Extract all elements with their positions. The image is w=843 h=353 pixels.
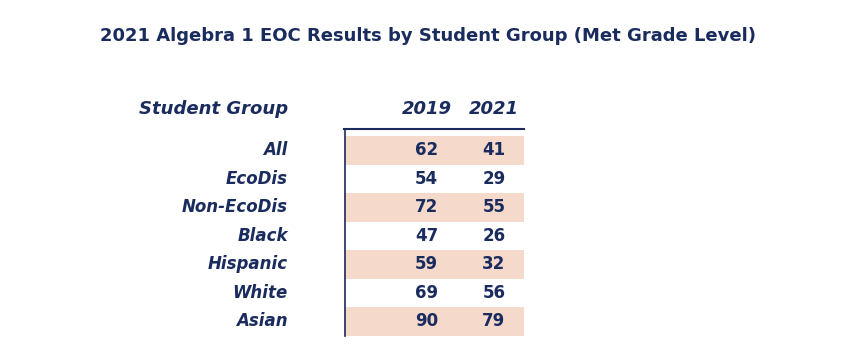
FancyBboxPatch shape: [344, 307, 524, 336]
Text: 2019: 2019: [401, 100, 452, 118]
Text: 59: 59: [415, 256, 438, 274]
Text: 41: 41: [482, 142, 506, 160]
Text: White: White: [233, 284, 287, 302]
Text: 90: 90: [415, 312, 438, 330]
Text: 2021 Algebra 1 EOC Results by Student Group (Met Grade Level): 2021 Algebra 1 EOC Results by Student Gr…: [100, 27, 756, 45]
Text: 69: 69: [415, 284, 438, 302]
Text: Student Group: Student Group: [138, 100, 287, 118]
Text: 72: 72: [415, 198, 438, 216]
Text: Black: Black: [237, 227, 287, 245]
Text: 55: 55: [482, 198, 506, 216]
Text: All: All: [263, 142, 287, 160]
Text: 47: 47: [415, 227, 438, 245]
Text: 54: 54: [415, 170, 438, 188]
Text: EcoDis: EcoDis: [226, 170, 287, 188]
FancyBboxPatch shape: [344, 193, 524, 222]
FancyBboxPatch shape: [344, 136, 524, 165]
Text: Asian: Asian: [236, 312, 287, 330]
Text: 62: 62: [415, 142, 438, 160]
Text: 2021: 2021: [469, 100, 519, 118]
Text: 56: 56: [482, 284, 506, 302]
Text: 32: 32: [482, 256, 506, 274]
FancyBboxPatch shape: [344, 250, 524, 279]
Text: 26: 26: [482, 227, 506, 245]
Text: 79: 79: [482, 312, 506, 330]
Text: Non-EcoDis: Non-EcoDis: [182, 198, 287, 216]
Text: Hispanic: Hispanic: [207, 256, 287, 274]
Text: 29: 29: [482, 170, 506, 188]
